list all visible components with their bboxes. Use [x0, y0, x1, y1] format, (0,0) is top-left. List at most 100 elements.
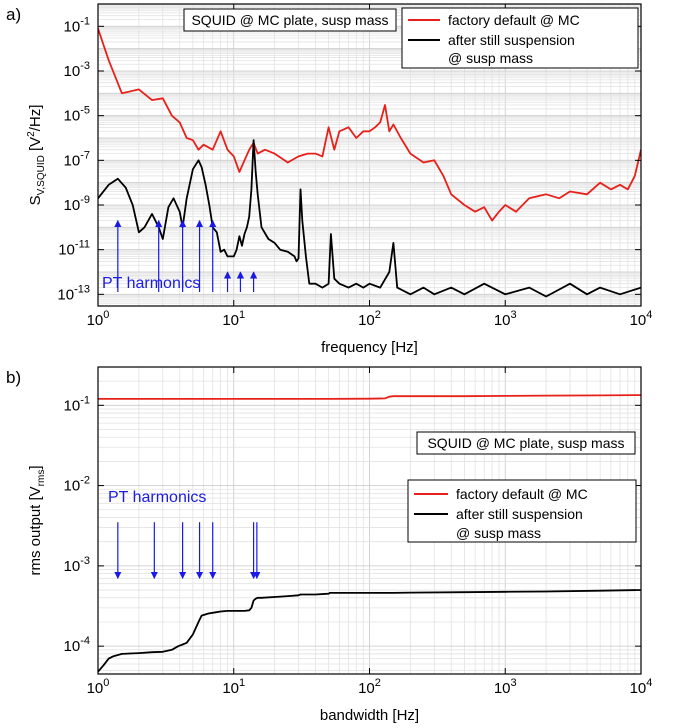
data-point	[287, 161, 289, 164]
tick-label-base: 10	[64, 197, 81, 214]
data-point	[257, 597, 259, 599]
data-point	[599, 182, 601, 184]
data-point	[216, 231, 218, 233]
tick-label-base: 10	[630, 312, 647, 329]
y-axis-label-part: [V	[27, 137, 44, 155]
data-point	[257, 153, 259, 155]
data-point	[314, 283, 317, 285]
x-tick-label: 102	[358, 677, 381, 697]
tick-label-exponent: -2	[80, 475, 90, 487]
tick-label-base: 10	[87, 312, 104, 329]
tick-label-base: 10	[58, 242, 75, 259]
tick-label-base: 10	[64, 152, 81, 169]
y-tick-label: 10-3	[64, 555, 90, 575]
data-point	[409, 395, 411, 397]
tick-label-exponent: -4	[80, 635, 90, 647]
data-point	[321, 287, 324, 289]
data-point	[379, 121, 381, 123]
data-point	[463, 293, 465, 295]
data-point	[619, 184, 621, 186]
data-point	[321, 155, 324, 157]
data-point	[347, 287, 350, 289]
tick-label-base: 10	[630, 680, 647, 697]
series-line-1	[98, 589, 641, 673]
data-point	[299, 593, 302, 596]
data-point	[610, 188, 612, 190]
data-point	[388, 271, 390, 273]
data-point	[108, 184, 110, 186]
tick-label-exponent: -1	[80, 15, 90, 27]
data-point	[504, 204, 506, 206]
tick-label-exponent: 3	[511, 309, 517, 321]
data-point	[347, 126, 350, 128]
x-tick-label: 100	[87, 309, 110, 329]
data-point	[274, 596, 276, 598]
data-point	[308, 283, 310, 285]
data-point	[108, 657, 110, 660]
data-point	[192, 398, 194, 400]
data-point	[179, 211, 181, 213]
y-tick-label: 10-9	[64, 194, 90, 214]
data-point	[379, 287, 381, 289]
data-point	[179, 121, 181, 123]
data-point	[260, 226, 263, 228]
data-point	[192, 168, 194, 170]
x-axis-label: bandwidth [Hz]	[320, 707, 419, 724]
tick-label-exponent: -13	[74, 283, 90, 295]
legend-box	[407, 479, 637, 543]
data-point	[586, 193, 588, 195]
data-point	[197, 159, 200, 161]
data-point	[384, 104, 386, 106]
data-point	[515, 211, 517, 213]
data-point	[586, 293, 588, 295]
data-point	[125, 187, 127, 189]
data-point	[197, 621, 200, 623]
data-point	[248, 149, 250, 151]
data-point	[528, 197, 530, 199]
data-point	[295, 260, 298, 262]
data-point	[504, 293, 506, 295]
tick-label-base: 10	[222, 312, 239, 329]
tick-label-exponent: 4	[646, 677, 652, 689]
data-point	[121, 653, 123, 655]
data-point	[233, 610, 235, 612]
data-point	[528, 287, 530, 289]
tick-label-exponent: 1	[239, 309, 245, 321]
data-point	[212, 149, 214, 151]
data-point	[192, 139, 194, 141]
annotation-box-text: SQUID @ MC plate, susp mass	[191, 12, 388, 28]
data-point	[103, 664, 105, 666]
data-point	[143, 226, 146, 228]
data-point	[634, 175, 636, 177]
data-point	[287, 251, 289, 253]
data-point	[374, 126, 376, 128]
data-point	[186, 197, 188, 199]
tick-label-base: 10	[64, 558, 81, 575]
data-point	[328, 398, 330, 400]
data-point	[498, 211, 500, 213]
data-point	[151, 213, 153, 215]
data-point	[238, 235, 240, 237]
y-axis-label-part: /Hz]	[27, 105, 44, 132]
data-point	[246, 226, 248, 228]
tick-label-base: 10	[222, 680, 239, 697]
data-point	[388, 396, 390, 398]
data-point	[274, 153, 276, 155]
annotation-box	[183, 8, 397, 32]
data-point	[201, 166, 203, 168]
data-point	[396, 287, 398, 289]
data-point	[409, 591, 411, 594]
data-point	[422, 161, 425, 164]
data-point	[545, 590, 547, 593]
data-point	[305, 255, 307, 257]
series-line-0	[98, 28, 641, 222]
data-point	[293, 255, 296, 257]
panel-label: b)	[6, 368, 21, 387]
data-point	[333, 149, 335, 151]
data-point	[243, 159, 246, 161]
data-point	[483, 206, 485, 208]
data-point	[368, 592, 371, 594]
panel-a: 100 101 102 103 10410-110-310-510-710-910-11…	[6, 3, 652, 356]
data-point	[121, 92, 123, 94]
